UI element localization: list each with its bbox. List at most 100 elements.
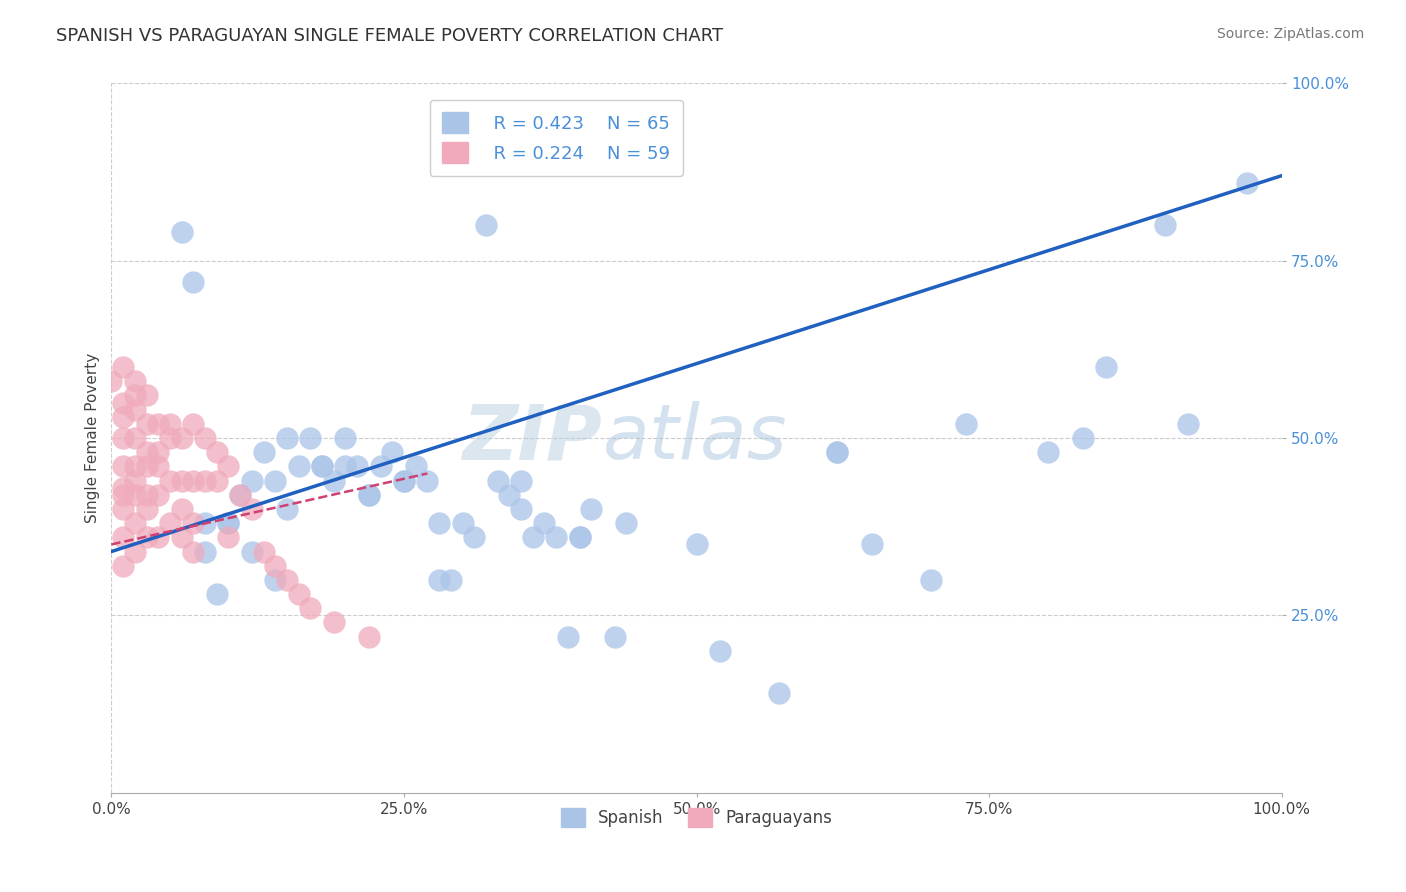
Point xyxy=(1095,360,1118,375)
Point xyxy=(183,544,205,558)
Point xyxy=(240,502,263,516)
Point xyxy=(170,530,193,544)
Point xyxy=(533,516,555,530)
Point xyxy=(170,431,193,445)
Point xyxy=(112,502,135,516)
Point xyxy=(124,459,146,474)
Point xyxy=(217,516,239,530)
Point xyxy=(768,686,790,700)
Point xyxy=(440,573,463,587)
Point xyxy=(370,459,392,474)
Point xyxy=(287,459,309,474)
Point xyxy=(183,417,205,431)
Point xyxy=(240,474,263,488)
Point xyxy=(112,459,135,474)
Point xyxy=(311,459,333,474)
Point xyxy=(194,516,217,530)
Point xyxy=(100,374,122,388)
Legend: Spanish, Paraguayans: Spanish, Paraguayans xyxy=(554,801,838,834)
Point xyxy=(194,474,217,488)
Point xyxy=(510,502,533,516)
Point xyxy=(229,488,252,502)
Point xyxy=(475,219,498,233)
Point xyxy=(709,644,731,658)
Point xyxy=(381,445,404,459)
Point xyxy=(557,630,579,644)
Point xyxy=(475,133,498,147)
Point xyxy=(240,544,263,558)
Point xyxy=(183,474,205,488)
Point xyxy=(159,431,181,445)
Point xyxy=(1236,176,1258,190)
Point xyxy=(124,374,146,388)
Point xyxy=(498,488,520,502)
Point xyxy=(264,573,287,587)
Point xyxy=(276,431,298,445)
Point xyxy=(124,488,146,502)
Point xyxy=(229,488,252,502)
Point xyxy=(159,417,181,431)
Point xyxy=(194,544,217,558)
Point xyxy=(427,516,450,530)
Point xyxy=(148,417,170,431)
Point xyxy=(486,474,509,488)
Point xyxy=(311,459,333,474)
Point xyxy=(112,481,135,495)
Point xyxy=(860,537,883,551)
Point xyxy=(124,474,146,488)
Point xyxy=(335,459,357,474)
Point xyxy=(148,488,170,502)
Point xyxy=(252,445,274,459)
Point xyxy=(135,488,157,502)
Point xyxy=(1036,445,1059,459)
Point xyxy=(463,530,485,544)
Point xyxy=(135,530,157,544)
Point xyxy=(287,587,309,601)
Point xyxy=(124,516,146,530)
Point xyxy=(603,630,626,644)
Point xyxy=(252,544,274,558)
Point xyxy=(581,502,603,516)
Point xyxy=(616,516,638,530)
Point xyxy=(825,445,848,459)
Point xyxy=(510,474,533,488)
Point xyxy=(170,474,193,488)
Point xyxy=(427,573,450,587)
Point xyxy=(170,226,193,240)
Point xyxy=(299,601,322,615)
Point xyxy=(217,459,239,474)
Point xyxy=(357,488,380,502)
Point xyxy=(205,587,228,601)
Text: atlas: atlas xyxy=(603,401,787,475)
Point xyxy=(276,502,298,516)
Point xyxy=(451,516,474,530)
Point xyxy=(135,417,157,431)
Point xyxy=(124,388,146,402)
Point xyxy=(112,431,135,445)
Point xyxy=(135,388,157,402)
Point xyxy=(546,530,568,544)
Point xyxy=(335,431,357,445)
Point xyxy=(205,474,228,488)
Point xyxy=(159,516,181,530)
Point xyxy=(112,488,135,502)
Point xyxy=(135,502,157,516)
Text: SPANISH VS PARAGUAYAN SINGLE FEMALE POVERTY CORRELATION CHART: SPANISH VS PARAGUAYAN SINGLE FEMALE POVE… xyxy=(56,27,723,45)
Point xyxy=(392,474,415,488)
Point xyxy=(568,530,591,544)
Point xyxy=(217,530,239,544)
Point xyxy=(148,459,170,474)
Text: ZIP: ZIP xyxy=(463,401,603,475)
Point xyxy=(148,445,170,459)
Point xyxy=(264,558,287,573)
Point xyxy=(920,573,942,587)
Point xyxy=(112,360,135,375)
Point xyxy=(159,474,181,488)
Point xyxy=(346,459,368,474)
Point xyxy=(217,516,239,530)
Point xyxy=(148,530,170,544)
Point xyxy=(135,459,157,474)
Text: Source: ZipAtlas.com: Source: ZipAtlas.com xyxy=(1216,27,1364,41)
Point xyxy=(1177,417,1199,431)
Point xyxy=(264,474,287,488)
